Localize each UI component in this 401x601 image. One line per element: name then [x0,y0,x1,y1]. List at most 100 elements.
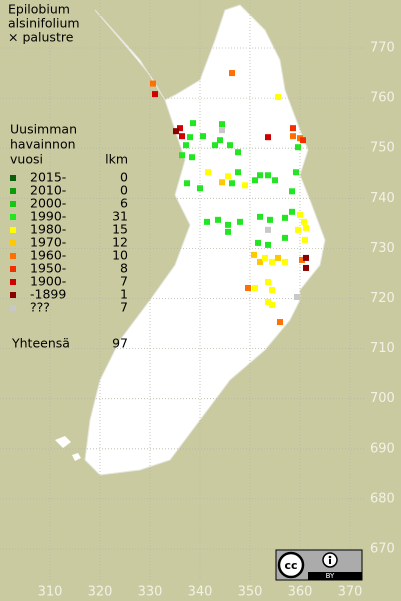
islands [55,436,81,461]
y-tick-label: 730 [370,241,395,256]
license-label: BY [326,572,335,580]
observation [267,216,273,223]
observation [187,134,193,141]
observation [265,172,271,179]
legend-label: 1950- [30,261,66,276]
cc-symbol: cc [284,559,297,572]
legend-label: ??? [30,300,50,315]
legend-swatch [10,292,16,298]
y-tick-label: 690 [370,441,395,456]
observation [257,213,263,220]
y-tick-label: 760 [370,91,395,106]
legend-swatch [10,227,16,233]
observation [277,319,283,326]
observation [265,299,271,306]
observation [255,239,261,246]
legend-total-label: Yhteensä [11,336,70,351]
observation [265,241,271,248]
observation [179,152,185,159]
observation [200,133,206,140]
observation [219,127,225,134]
legend-count: 10 [112,248,128,263]
legend-count: 0 [120,183,128,198]
legend-count: 7 [120,300,128,315]
legend-swatch [10,266,16,272]
observation [295,226,301,233]
observation [197,185,203,192]
license-badge: cc BY [275,549,363,581]
observation [265,226,271,233]
observation [297,211,303,218]
observation [225,228,231,235]
observation [300,137,306,144]
observation [301,218,307,225]
x-tick-label: 320 [88,585,113,600]
y-tick-label: 720 [370,291,395,306]
observation [252,177,258,184]
observation [189,154,195,161]
title-line: alsinifolium [8,16,80,31]
legend-count: 6 [120,196,128,211]
x-tick-label: 330 [138,585,163,600]
legend-count: 31 [112,209,128,224]
observation [219,179,225,186]
y-tick-label: 700 [370,391,395,406]
legend-swatch [10,201,16,207]
title-line: Epilobium [8,2,70,17]
observation [205,169,211,176]
observation [282,234,288,241]
observation [212,142,218,149]
observation [257,172,263,179]
legend-label: 2015- [30,170,66,185]
observation [179,133,185,140]
observation [225,173,231,180]
observation [190,120,196,127]
legend-swatch [10,253,16,259]
title-line: × palustre [8,30,74,45]
x-tick-label: 340 [188,585,213,600]
observation [269,286,275,293]
observation [219,121,225,128]
observation [265,134,271,141]
observation [257,258,263,265]
observation [204,218,210,225]
y-tick-label: 750 [370,141,395,156]
legend-label: 1900- [30,274,66,289]
observation [173,128,179,135]
observation [299,256,305,263]
legend-count-heading: lkm [105,152,128,167]
legend-label: -1899 [30,287,66,302]
legend-count: 12 [112,235,128,250]
observation [275,254,281,261]
observation [302,236,308,243]
legend-swatch [10,214,16,220]
observation [150,80,156,87]
observation [290,125,296,132]
observation [295,144,301,151]
observation [282,258,288,265]
x-tick-label: 360 [288,585,313,600]
y-tick-label: 680 [370,491,395,506]
observation [289,208,295,215]
by-icon-body [329,559,331,564]
observation [289,188,295,195]
by-icon-head [328,555,332,559]
observation [269,302,275,309]
observation [227,142,233,149]
observation [242,182,248,189]
x-tick-label: 310 [38,585,63,600]
legend-label: 1980- [30,222,66,237]
legend-swatch [10,240,16,246]
observation [252,284,258,291]
observation [225,221,231,228]
legend-swatch [10,175,16,181]
legend-count: 15 [112,222,128,237]
legend-label: 1970- [30,235,66,250]
legend-label: 2000- [30,196,66,211]
legend-count: 0 [120,170,128,185]
legend-count: 1 [120,287,128,302]
y-tick-label: 770 [370,41,395,56]
observation [152,91,158,98]
observation [303,254,309,261]
